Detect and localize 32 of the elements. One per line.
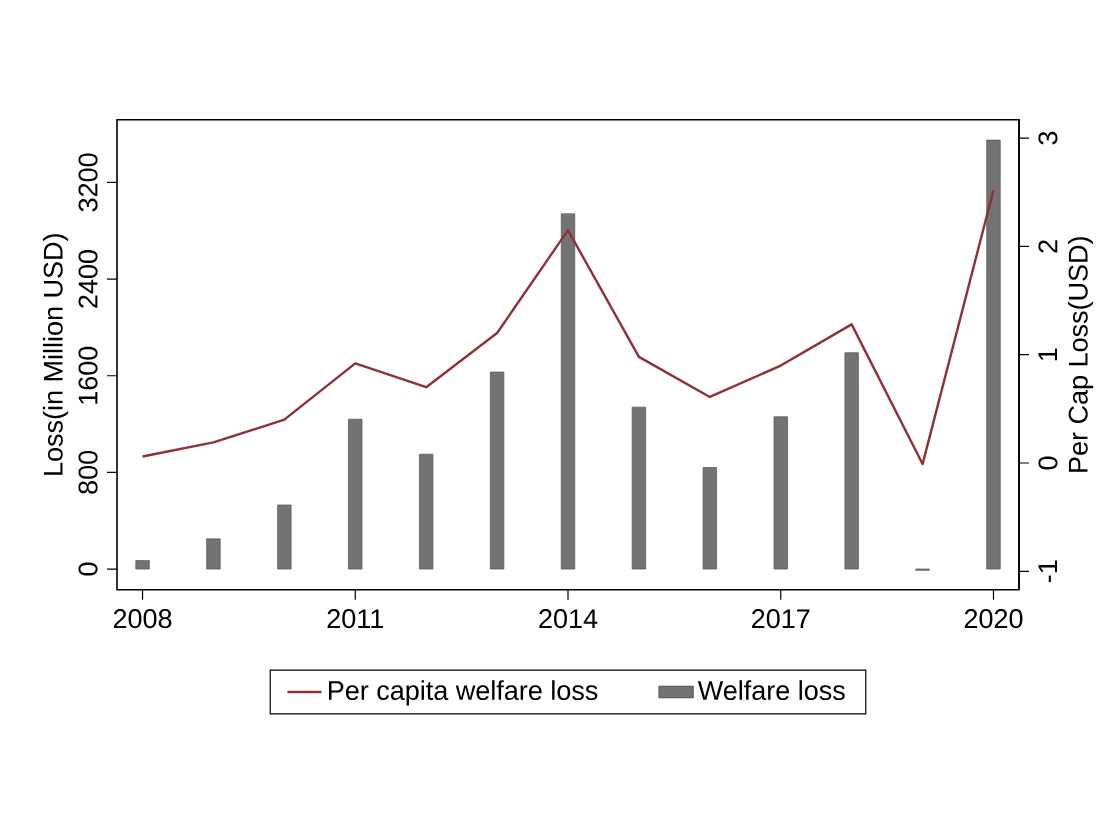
- y2-tick-label: 0: [1038, 456, 1058, 470]
- bar: [986, 139, 1001, 570]
- y2-tick-label: 3: [1038, 131, 1058, 145]
- y2-tick-label: 2: [1038, 240, 1058, 253]
- legend-label: Welfare loss: [697, 680, 845, 701]
- bar: [844, 352, 859, 570]
- bar: [489, 371, 505, 570]
- y-tick-label: 1600: [78, 346, 98, 404]
- bar: [773, 416, 788, 570]
- x-tick-label: 2011: [327, 609, 383, 629]
- x-tick-label: 2014: [539, 609, 598, 629]
- bar: [206, 538, 221, 570]
- bar: [419, 453, 434, 570]
- y-tick-label: 0: [78, 562, 98, 576]
- bar: [348, 418, 363, 570]
- x-tick-label: 2008: [113, 609, 172, 629]
- bar: [560, 213, 576, 570]
- legend-label: Per capita welfare loss: [329, 680, 598, 706]
- x-tick-label: 2017: [752, 609, 810, 629]
- bar: [631, 406, 647, 570]
- y-tick-label: 800: [78, 450, 98, 494]
- y-axis-title: Loss(in Million USD): [42, 234, 69, 475]
- y-tick-label: 2400: [78, 250, 98, 308]
- y-tick-label: 3200: [78, 153, 98, 212]
- y2-tick-label: 1: [1038, 348, 1057, 361]
- bar: [277, 504, 292, 570]
- y2-tick-label: -1: [1038, 560, 1057, 583]
- bar: [702, 467, 717, 570]
- line-series: [141, 188, 995, 466]
- bar: [135, 560, 150, 570]
- y2-axis-title: Per Cap Loss(USD): [1067, 237, 1094, 472]
- x-tick-label: 2020: [964, 609, 1023, 629]
